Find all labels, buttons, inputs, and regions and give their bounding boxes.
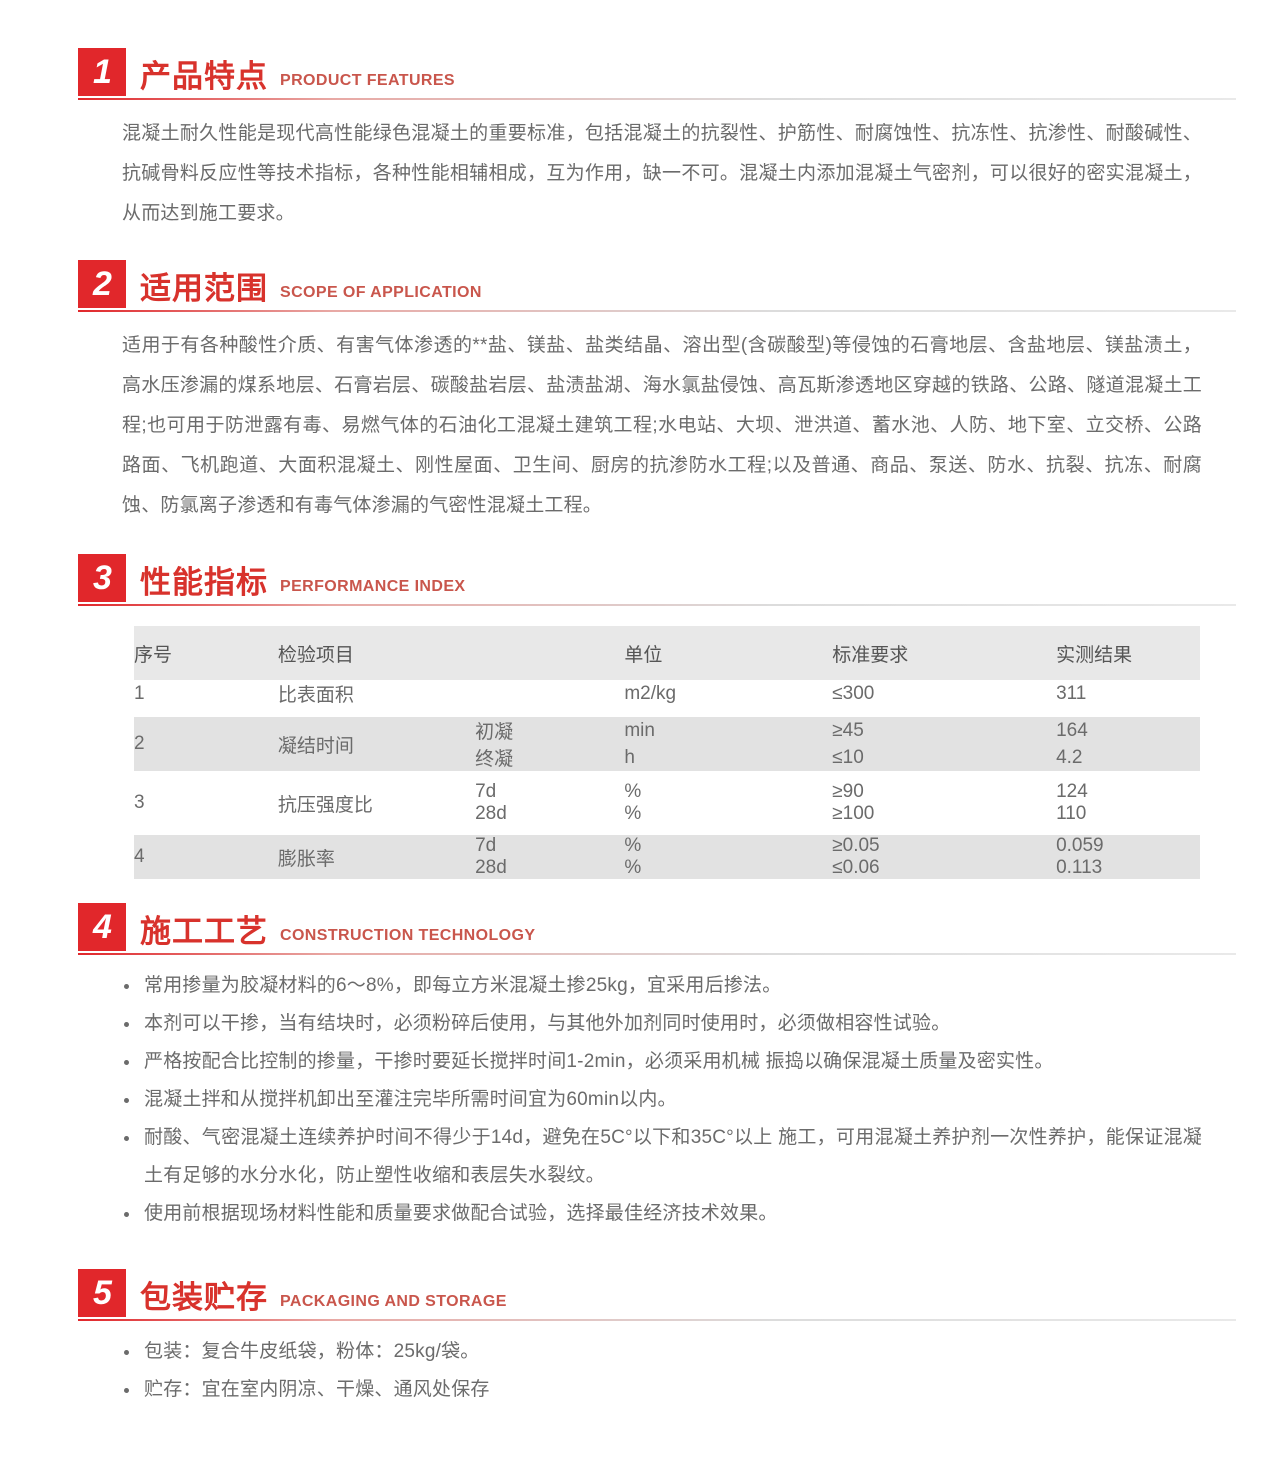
cell-unit: h: [624, 744, 833, 771]
cell-no: 2: [134, 717, 278, 771]
section-divider: [78, 602, 1236, 606]
table-row-spacer: [134, 825, 1200, 835]
column-header-no: 序号: [134, 626, 278, 680]
table-row: 1 比表面积 m2/kg ≤300 311: [134, 680, 1200, 707]
section-title-en: PERFORMANCE INDEX: [280, 578, 466, 595]
table-row-spacer: [134, 707, 1200, 717]
section-title-en: SCOPE OF APPLICATION: [280, 284, 482, 301]
cell-item: 凝结时间: [277, 717, 476, 771]
section-construction-technology: 4 施工工艺 CONSTRUCTION TECHNOLOGY 常用掺量为胶凝材料…: [0, 879, 1280, 1233]
section-divider: [78, 951, 1236, 955]
cell-standard: ≥100: [832, 803, 1057, 825]
cell-sub: 7d: [475, 781, 625, 803]
column-header-standard: 标准要求: [832, 626, 1057, 680]
section-header: 2 适用范围 SCOPE OF APPLICATION: [78, 258, 1236, 308]
cell-standard: ≤300: [832, 680, 1057, 707]
cell-result: 4.2: [1056, 744, 1200, 771]
cell-standard: ≤10: [832, 744, 1057, 771]
list-item: 使用前根据现场材料性能和质量要求做配合试验，选择最佳经济技术效果。: [122, 1195, 1202, 1233]
section-scope-of-application: 2 适用范围 SCOPE OF APPLICATION 适用于有各种酸性介质、有…: [0, 234, 1280, 526]
list-item: 耐酸、气密混凝土连续养护时间不得少于14d，避免在5C°以下和35C°以上 施工…: [122, 1119, 1202, 1195]
section-number-badge: 2: [78, 260, 126, 308]
cell-sub: 终凝: [475, 744, 625, 771]
performance-table-wrapper: 序号 检验项目 单位 标准要求 实测结果 1 比表面积 m2/kg ≤300: [134, 626, 1200, 879]
cell-item: 抗压强度比: [277, 781, 476, 825]
cell-unit: min: [624, 717, 833, 744]
section-title-en: PACKAGING AND STORAGE: [280, 1293, 507, 1310]
section-product-features: 1 产品特点 PRODUCT FEATURES 混凝土耐久性能是现代高性能绿色混…: [0, 0, 1280, 234]
cell-unit: %: [624, 857, 833, 879]
packaging-bullet-list: 包装：复合牛皮纸袋，粉体：25kg/袋。 贮存：宜在室内阴凉、干燥、通风处保存: [122, 1333, 1202, 1409]
cell-unit: %: [624, 781, 833, 803]
cell-result: 311: [1056, 680, 1200, 707]
cell-standard: ≤0.06: [832, 857, 1057, 879]
cell-sub: 28d: [475, 857, 625, 879]
cell-sub: 28d: [475, 803, 625, 825]
table-row: 28d % ≥100 110: [134, 803, 1200, 825]
cell-result: 164: [1056, 717, 1200, 744]
list-item: 常用掺量为胶凝材料的6～8%，即每立方米混凝土掺25kg，宜采用后掺法。: [122, 967, 1202, 1005]
cell-sub: 7d: [475, 835, 625, 857]
cell-sub: 初凝: [475, 717, 625, 744]
table-row: 28d % ≤0.06 0.113: [134, 857, 1200, 879]
list-item: 严格按配合比控制的掺量，干掺时要延长搅拌时间1-2min，必须采用机械 振捣以确…: [122, 1043, 1202, 1081]
section-title-cn: 性能指标: [140, 565, 268, 600]
cell-unit: m2/kg: [624, 680, 833, 707]
section-performance-index: 3 性能指标 PERFORMANCE INDEX 序号 检验项目 单位 标准要求…: [0, 526, 1280, 879]
list-item: 贮存：宜在室内阴凉、干燥、通风处保存: [122, 1371, 1202, 1409]
section-number-badge: 4: [78, 903, 126, 951]
cell-sub: [475, 680, 625, 707]
section-header: 5 包装贮存 PACKAGING AND STORAGE: [78, 1267, 1236, 1317]
section-title-cn: 产品特点: [140, 59, 268, 94]
cell-unit: %: [624, 835, 833, 857]
table-row: 终凝 h ≤10 4.2: [134, 744, 1200, 771]
table-row: 3 抗压强度比 7d % ≥90 124: [134, 781, 1200, 825]
section-number-badge: 5: [78, 1269, 126, 1317]
section-header: 4 施工工艺 CONSTRUCTION TECHNOLOGY: [78, 901, 1236, 951]
section-header: 3 性能指标 PERFORMANCE INDEX: [78, 552, 1236, 602]
section-header: 1 产品特点 PRODUCT FEATURES: [78, 46, 1236, 96]
cell-standard: ≥90: [832, 781, 1057, 803]
list-item: 混凝土拌和从搅拌机卸出至灌注完毕所需时间宜为60min以内。: [122, 1081, 1202, 1119]
cell-standard: ≥0.05: [832, 835, 1057, 857]
cell-result: 124: [1056, 781, 1200, 803]
cell-item: 比表面积: [277, 680, 476, 707]
column-header-result: 实测结果: [1056, 626, 1200, 680]
column-header-unit: 单位: [624, 626, 833, 680]
list-item: 包装：复合牛皮纸袋，粉体：25kg/袋。: [122, 1333, 1202, 1371]
section-packaging-and-storage: 5 包装贮存 PACKAGING AND STORAGE 包装：复合牛皮纸袋，粉…: [0, 1233, 1280, 1409]
table-row-spacer: [134, 771, 1200, 781]
table-row: 4 膨胀率 7d % ≥0.05 0.059: [134, 835, 1200, 879]
cell-standard: ≥45: [832, 717, 1057, 744]
cell-no: 1: [134, 680, 278, 707]
cell-result: 0.059: [1056, 835, 1200, 857]
section-title-cn: 施工工艺: [140, 914, 268, 949]
section-title-cn: 包装贮存: [140, 1280, 268, 1315]
performance-index-table: 序号 检验项目 单位 标准要求 实测结果 1 比表面积 m2/kg ≤300: [134, 626, 1200, 879]
section-divider: [78, 1317, 1236, 1321]
cell-unit: %: [624, 803, 833, 825]
column-header-item: 检验项目: [277, 626, 625, 680]
cell-no: 4: [134, 835, 278, 879]
section-paragraph: 混凝土耐久性能是现代高性能绿色混凝土的重要标准，包括混凝土的抗裂性、护筋性、耐腐…: [122, 123, 1202, 224]
section-paragraph: 适用于有各种酸性介质、有害气体渗透的**盐、镁盐、盐类结晶、溶出型(含碳酸型)等…: [122, 335, 1202, 516]
section-divider: [78, 308, 1236, 312]
cell-item: 膨胀率: [277, 835, 476, 879]
section-title-en: PRODUCT FEATURES: [280, 72, 455, 89]
section-title-cn: 适用范围: [140, 271, 268, 306]
construction-bullet-list: 常用掺量为胶凝材料的6～8%，即每立方米混凝土掺25kg，宜采用后掺法。 本剂可…: [122, 967, 1202, 1233]
section-number-badge: 3: [78, 554, 126, 602]
section-title-en: CONSTRUCTION TECHNOLOGY: [280, 927, 536, 944]
table-row: 2 凝结时间 初凝 min ≥45 164: [134, 717, 1200, 771]
section-divider: [78, 96, 1236, 100]
table-header-row: 序号 检验项目 单位 标准要求 实测结果: [134, 626, 1200, 680]
cell-result: 110: [1056, 803, 1200, 825]
cell-result: 0.113: [1056, 857, 1200, 879]
cell-no: 3: [134, 781, 278, 825]
list-item: 本剂可以干掺，当有结块时，必须粉碎后使用，与其他外加剂同时使用时，必须做相容性试…: [122, 1005, 1202, 1043]
section-number-badge: 1: [78, 48, 126, 96]
